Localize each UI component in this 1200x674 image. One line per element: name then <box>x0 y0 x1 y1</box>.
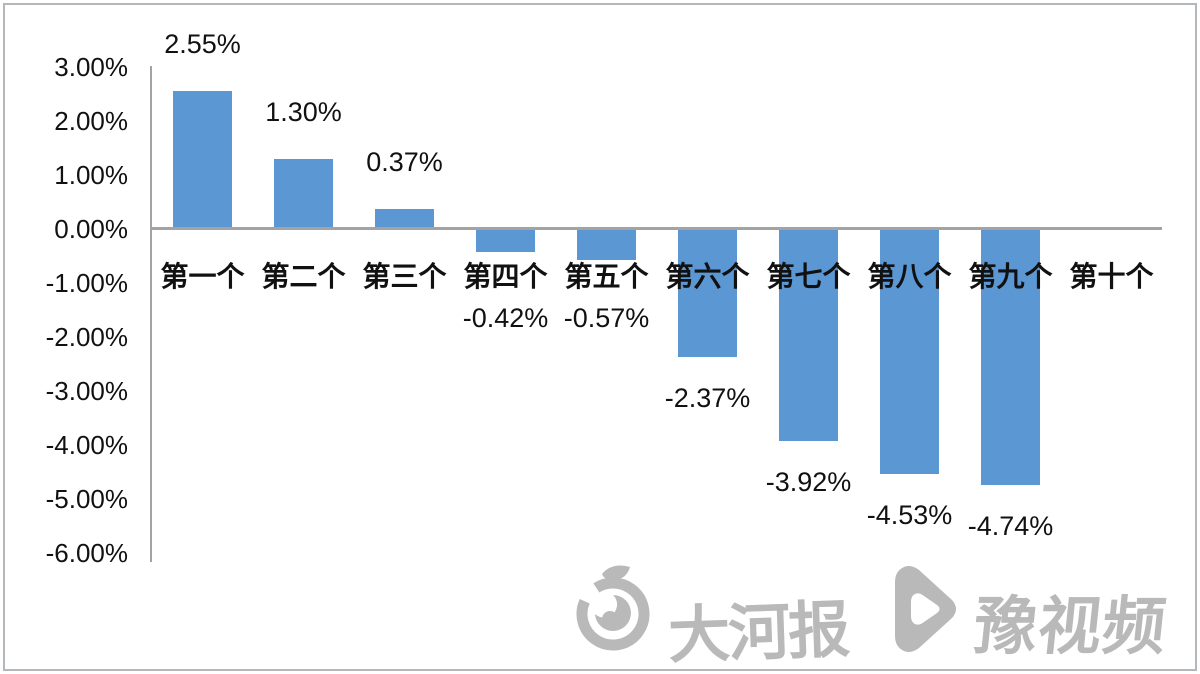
bar-value-label: 2.55% <box>164 29 241 60</box>
y-axis-tick-label: -1.00% <box>45 268 128 298</box>
x-axis-line <box>150 227 1162 230</box>
y-axis-tick-label: -5.00% <box>45 484 128 514</box>
dahe-daily-wordmark: 大河报 <box>667 595 850 672</box>
bar-value-label: 0.37% <box>366 147 443 178</box>
category-label: 第三个 <box>362 261 447 292</box>
bar <box>274 158 333 229</box>
y-axis-tick-label: 2.00% <box>54 106 128 136</box>
bar-value-label: -2.37% <box>664 382 751 413</box>
bar-value-label: 1.30% <box>265 96 342 127</box>
yu-video-wordmark: 豫视频 <box>970 592 1171 662</box>
y-axis-line <box>150 66 152 562</box>
y-axis-tick-label: -3.00% <box>45 376 128 406</box>
bar <box>476 229 535 252</box>
y-axis-tick-label: -6.00% <box>45 538 128 568</box>
dahe-daily-swirl-logo-icon <box>576 565 650 651</box>
bar <box>880 229 939 474</box>
bar <box>779 229 838 441</box>
bar-value-label: -4.53% <box>866 499 953 530</box>
y-axis-tick-label: 0.00% <box>54 214 128 244</box>
category-label: 第七个 <box>766 261 851 292</box>
bar <box>577 229 636 260</box>
y-axis-tick-label: 1.00% <box>54 160 128 190</box>
y-axis-tick-label: 3.00% <box>54 52 128 82</box>
category-label: 第九个 <box>968 261 1053 292</box>
bar <box>173 91 232 229</box>
category-label: 第一个 <box>160 261 245 292</box>
bar-value-label: -4.74% <box>967 510 1054 541</box>
bar-value-label: -0.42% <box>462 303 549 333</box>
play-triangle-logo-icon <box>895 566 956 652</box>
bar-value-label: -3.92% <box>765 466 852 497</box>
bar <box>981 229 1040 485</box>
category-label: 第二个 <box>261 261 346 292</box>
y-axis-tick-label: -4.00% <box>45 430 128 460</box>
category-label: 第十个 <box>1069 261 1154 292</box>
bar <box>375 209 434 229</box>
category-label: 第五个 <box>564 261 649 292</box>
y-axis-tick-label: -2.00% <box>45 322 128 352</box>
category-label: 第四个 <box>463 261 548 292</box>
category-label: 第六个 <box>665 261 750 292</box>
category-label: 第八个 <box>867 261 952 292</box>
bar-value-label: -0.57% <box>563 303 650 333</box>
bar <box>678 229 737 357</box>
